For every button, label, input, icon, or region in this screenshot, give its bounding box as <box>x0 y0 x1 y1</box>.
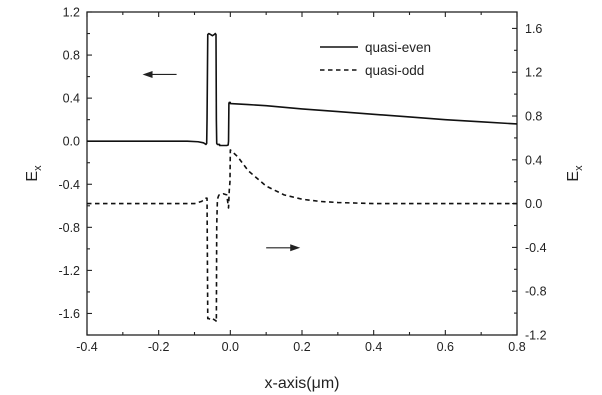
x-tick-label: 0.2 <box>293 340 310 354</box>
y-axis-left-label-main: E <box>24 171 41 182</box>
series-quasi-odd-line <box>87 149 517 323</box>
legend: quasi-even quasi-odd <box>320 40 431 78</box>
plot-area-border <box>86 11 518 336</box>
x-axis-label: x-axis(μm) <box>265 375 340 392</box>
y-right-tick-label: -1.2 <box>525 329 547 343</box>
tick-labels: -0.4 -0.2 0.0 0.2 0.4 0.6 0.8 1.2 0.8 0.4 0.0 -0.4 -… <box>58 6 546 355</box>
y-axis-right-label-main: E <box>565 171 582 182</box>
y-left-tick-label: 0.8 <box>63 49 80 63</box>
y-left-tick-label: -0.4 <box>58 178 80 192</box>
plot-frame <box>86 11 518 336</box>
y-right-tick-label: -0.4 <box>525 241 547 255</box>
y-axis-right-label: Ex <box>565 165 585 182</box>
y-right-tick-label: 0.0 <box>525 197 542 211</box>
y-right-tick-label: -0.8 <box>525 285 547 299</box>
annotations <box>142 70 301 252</box>
y-left-tick-label: 1.2 <box>63 6 80 20</box>
series-quasi-even-line <box>87 32 518 147</box>
x-tick-label: 0.4 <box>365 340 382 354</box>
x-tick-label: 0.6 <box>437 340 454 354</box>
y-right-tick-label: 0.4 <box>525 153 542 167</box>
x-tick-label: 0.8 <box>508 340 525 354</box>
y-left-tick-label: -0.8 <box>58 221 80 235</box>
x-tick-label: -0.4 <box>76 340 98 354</box>
arrow-right-head <box>290 244 301 252</box>
y-left-tick-label: -1.2 <box>58 264 80 278</box>
ticks <box>86 11 518 336</box>
y-axis-left-label: Ex <box>24 165 44 182</box>
y-left-tick-label: 0.0 <box>63 135 80 149</box>
x-tick-label: -0.2 <box>148 340 170 354</box>
curves <box>87 32 518 323</box>
arrow-left-head <box>142 70 153 78</box>
y-right-tick-label: 1.6 <box>525 22 542 36</box>
x-tick-label: 0.0 <box>222 340 239 354</box>
y-axis-left-label-subscript: x <box>32 165 44 171</box>
y-left-tick-label: 0.4 <box>63 92 80 106</box>
y-right-tick-label: 1.2 <box>525 66 542 80</box>
y-right-tick-label: 0.8 <box>525 110 542 124</box>
legend-label-quasi-odd: quasi-odd <box>365 63 424 78</box>
legend-label-quasi-even: quasi-even <box>365 40 431 55</box>
y-left-tick-label: -1.6 <box>58 307 80 321</box>
y-axis-right-label-subscript: x <box>573 165 585 171</box>
